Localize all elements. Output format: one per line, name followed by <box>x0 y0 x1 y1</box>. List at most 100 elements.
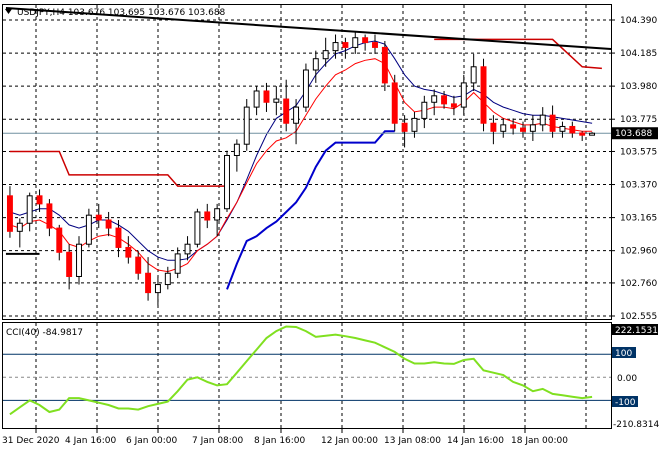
candle <box>204 203 211 229</box>
candle <box>500 118 507 138</box>
candle <box>450 95 457 116</box>
candle-body <box>450 103 457 108</box>
triangle-down-icon[interactable] <box>5 9 12 14</box>
candle-body <box>36 195 43 205</box>
cci-max-badge <box>612 324 658 335</box>
candle <box>293 99 300 145</box>
cci-max-label: 222.1531 <box>615 326 658 336</box>
time-label: 4 Jan 16:00 <box>65 436 117 446</box>
price-tick-label: 104.185 <box>620 49 657 59</box>
candle-body <box>135 256 142 274</box>
candle <box>391 74 398 132</box>
candle-body <box>164 272 171 286</box>
price-tick-label: 102.960 <box>620 247 657 257</box>
candle-body <box>539 114 546 126</box>
candle-body <box>421 101 428 119</box>
candle <box>16 218 23 248</box>
candle-body <box>391 82 398 124</box>
candles <box>6 31 596 306</box>
candle-body <box>332 42 339 52</box>
candle-body <box>372 42 378 48</box>
candle <box>431 89 438 116</box>
chart-header: USDJPY,H4 103.676 103.695 103.676 103.68… <box>17 8 226 18</box>
candle-body <box>194 211 201 245</box>
candle-body <box>204 211 211 221</box>
support-line <box>226 130 395 290</box>
candle-body <box>154 284 161 294</box>
candle-body <box>76 243 82 277</box>
price-panel-frame <box>2 4 612 320</box>
candle-body <box>411 117 418 132</box>
current-price-badge <box>612 127 658 140</box>
candle <box>273 86 280 116</box>
indicator-lines <box>3 7 612 290</box>
candle <box>559 121 566 138</box>
candle-body <box>233 143 240 156</box>
candle <box>302 63 309 112</box>
price-tick-label: 104.390 <box>620 16 657 26</box>
candle <box>421 95 428 129</box>
candle <box>56 224 63 261</box>
cci-min-label: -210.8314 <box>613 420 659 430</box>
candle <box>283 79 290 132</box>
candle-body <box>95 214 102 221</box>
cci-100-badge <box>612 347 636 358</box>
candle-body <box>312 58 319 71</box>
candle <box>105 211 112 237</box>
candle <box>460 74 467 116</box>
candle-body <box>125 246 132 258</box>
candle <box>214 203 221 237</box>
cci-panel-frame <box>2 322 612 429</box>
candle <box>480 58 487 132</box>
candle <box>154 276 161 306</box>
price-tick-label: 102.555 <box>620 312 657 322</box>
candle-body <box>441 95 448 105</box>
candle <box>529 115 536 141</box>
candle <box>332 34 339 59</box>
candle <box>322 37 329 67</box>
candle <box>441 90 448 109</box>
candle-body <box>529 124 536 132</box>
candle-body <box>46 203 53 229</box>
candle-body <box>431 95 438 103</box>
candle-body <box>352 37 359 48</box>
candle <box>66 244 73 290</box>
candle-body <box>115 227 122 248</box>
candle <box>26 192 33 232</box>
candle-body <box>401 122 408 132</box>
time-label: 8 Jan 16:00 <box>254 436 306 446</box>
candle <box>372 34 378 54</box>
candle <box>579 131 586 141</box>
candle-body <box>243 106 250 145</box>
candle <box>362 34 369 51</box>
candle <box>539 107 546 132</box>
candle <box>125 236 132 264</box>
candle <box>549 105 556 138</box>
cci-line <box>9 325 593 416</box>
resistance-line <box>9 150 227 187</box>
candle <box>174 247 181 279</box>
candle <box>164 266 171 290</box>
current-price-label: 103.688 <box>615 129 652 139</box>
time-label: 13 Jan 08:00 <box>384 436 441 446</box>
candle <box>115 220 122 258</box>
time-axis: 31 Dec 2020 4 Jan 16:00 6 Jan 00:00 7 Jan 0… <box>2 429 568 446</box>
candle-body <box>66 251 73 277</box>
candle-body <box>460 82 467 108</box>
candle-body <box>470 66 477 84</box>
candle-body <box>559 125 566 132</box>
candle <box>520 121 526 138</box>
cci-minus100-label: -100 <box>615 398 636 408</box>
candle-body <box>105 219 112 229</box>
candle <box>145 257 152 301</box>
candle-body <box>490 122 497 132</box>
candle <box>36 189 43 212</box>
candle-body <box>500 124 507 132</box>
candle <box>263 82 270 112</box>
candle-body <box>184 243 191 255</box>
candle-body <box>214 208 221 221</box>
candle <box>46 199 53 237</box>
candle <box>589 132 596 136</box>
time-label: 6 Jan 00:00 <box>126 436 178 446</box>
